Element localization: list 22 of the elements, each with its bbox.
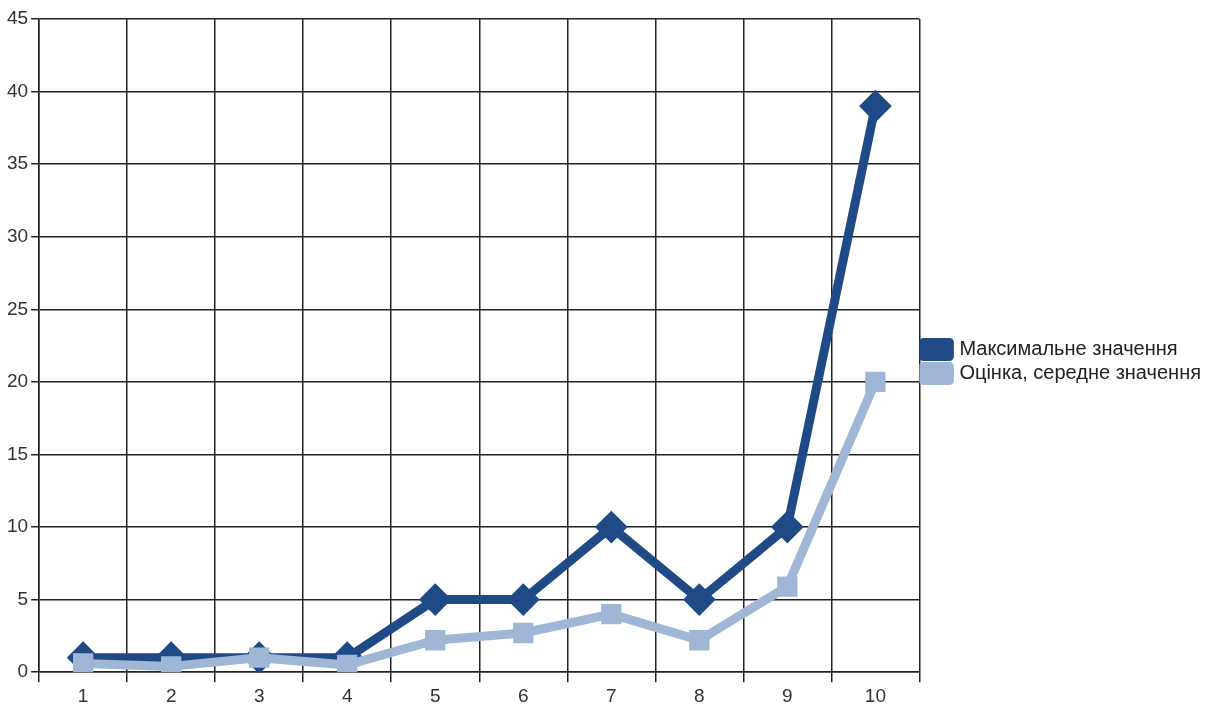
y-tick-label: 45	[6, 7, 29, 29]
y-tick-label: 30	[6, 224, 29, 246]
x-tick-label: 9	[782, 684, 793, 706]
x-tick-label: 3	[253, 684, 265, 706]
x-tick-label: 6	[517, 684, 529, 706]
y-tick-label: 15	[6, 442, 29, 464]
x-tick-label: 5	[429, 684, 441, 706]
x-tick-label: 2	[165, 684, 177, 706]
y-tick-label: 40	[6, 79, 29, 101]
y-tick-label: 35	[6, 152, 29, 174]
y-tick-label: 0	[17, 660, 29, 682]
x-tick-label: 1	[77, 684, 89, 706]
x-tick-label: 7	[606, 684, 617, 706]
y-tick-label: 5	[17, 587, 29, 609]
legend-label: Оцінка, середне значення	[959, 361, 1202, 384]
y-tick-label: 10	[6, 515, 29, 537]
y-tick-label: 20	[6, 370, 29, 392]
x-tick-label: 10	[864, 684, 886, 706]
y-tick-label: 25	[6, 297, 29, 319]
x-tick-label: 4	[341, 684, 353, 706]
legend-label: Максимальне значення	[959, 337, 1178, 360]
x-tick-label: 8	[694, 684, 705, 706]
